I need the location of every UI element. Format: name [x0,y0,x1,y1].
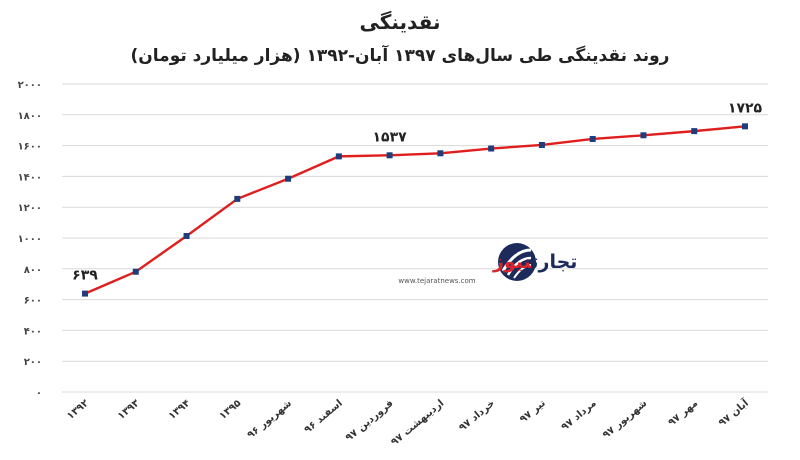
data-point [285,175,292,182]
data-point [640,132,647,139]
x-tick-label: مهر ۹۷ [666,398,700,429]
y-tick-label: ۱۶۰۰ [18,142,42,153]
data-point [132,268,139,275]
y-tick-label: ۱۴۰۰ [18,172,42,183]
data-point [538,141,545,148]
x-tick-label: اسفند ۹۶ [302,398,344,436]
data-point [386,152,393,159]
y-tick-label: ۶۰۰ [24,296,42,307]
data-point [234,195,241,202]
x-tick-label: ۱۳۹۵ [217,398,243,422]
y-tick-label: ۰ [36,388,42,399]
data-point [589,135,596,142]
data-labels: ۶۳۹ ۱۵۳۷ ۱۷۲۵ [72,100,762,283]
x-tick-label: مرداد ۹۷ [560,398,599,433]
x-tick-label: تیر ۹۷ [518,398,548,426]
watermark-brand-part2: نیوز [492,251,532,273]
x-tick-label: شهریور ۹۶ [245,398,294,441]
series-markers [82,123,748,297]
watermark-url: www.tejaratnews.com [398,277,475,285]
data-label: ۶۳۹ [72,268,98,284]
x-tick-label: اردیبهشت ۹۷ [389,398,446,448]
x-tick-label: خرداد ۹۷ [457,398,497,434]
watermark: تجارتنیوز www.tejaratnews.com [398,243,577,285]
watermark-brand-part1: تجارت [530,251,577,273]
data-label: ۱۵۳۷ [373,129,408,145]
watermark-brand: تجارتنیوز [492,251,577,273]
x-tick-label: شهریور ۹۷ [601,398,650,441]
data-point [437,150,444,157]
x-tick-label: ۱۳۹۲ [65,398,91,422]
y-axis: ۰ ۲۰۰ ۴۰۰ ۶۰۰ ۸۰۰ ۱۰۰۰ ۱۲۰۰ ۱۴۰۰ ۱۶۰۰ ۱۸۰۰ ۲۰۰۰ [18,80,42,399]
chart-subtitle: روند نقدینگی طی سال‌های ۱۳۹۷ آبان-۱۳۹۲ (… [130,46,670,66]
data-point [742,123,748,130]
chart-title: نقدینگی [359,10,441,34]
y-tick-label: ۸۰۰ [24,265,42,276]
series-line [84,125,746,295]
x-tick-label: فروردین ۹۷ [344,398,396,444]
y-tick-label: ۱۰۰۰ [18,234,42,245]
y-tick-label: ۲۰۰ [24,357,42,368]
data-point [183,232,190,239]
data-point [691,128,698,135]
x-tick-label: ۱۳۹۳ [116,398,142,422]
data-point [488,145,495,152]
data-label: ۱۷۲۵ [728,100,763,116]
y-tick-label: ۱۲۰۰ [18,203,42,214]
data-point [335,153,342,160]
y-tick-label: ۱۸۰۰ [18,111,42,122]
data-point [82,290,88,297]
x-tick-label: آبان ۹۷ [716,396,752,429]
tejaratnews-logo-icon [498,243,536,281]
y-tick-label: ۲۰۰۰ [18,80,42,91]
x-tick-label: ۱۳۹۴ [167,398,193,422]
y-tick-label: ۴۰۰ [24,326,42,337]
gridlines [62,83,768,393]
